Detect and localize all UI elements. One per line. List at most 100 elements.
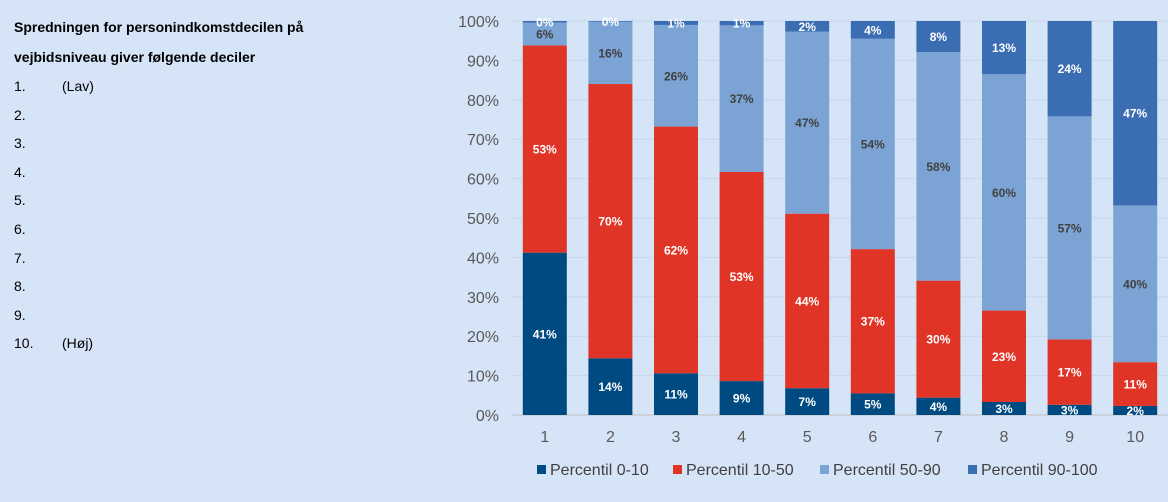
y-tick-label: 10%: [467, 369, 499, 386]
decile-number: 1.: [14, 78, 26, 94]
y-tick-label: 0%: [476, 408, 499, 425]
data-label: 3%: [1061, 403, 1079, 417]
decile-number: 4.: [14, 163, 26, 180]
legend-label: Percentil 10-50: [686, 462, 794, 479]
bar-segment: [785, 31, 830, 214]
bar-segment: [588, 84, 633, 359]
decile-row: 7.: [14, 244, 374, 273]
data-label: 44%: [795, 294, 819, 308]
bar-segment: [522, 21, 567, 23]
data-label: 58%: [926, 160, 950, 174]
bar-segment: [1047, 21, 1092, 117]
bar-segment: [1113, 362, 1158, 406]
decile-row: 5.: [14, 186, 374, 215]
bar-segment: [719, 381, 764, 415]
x-tick-label: 3: [672, 429, 681, 446]
bar-segment: [785, 213, 830, 389]
data-label: 23%: [992, 350, 1016, 364]
bar-segment: [654, 24, 698, 127]
x-tick-label: 1: [540, 429, 549, 446]
data-label: 60%: [992, 186, 1016, 200]
y-tick-label: 30%: [467, 290, 499, 307]
bar-segment: [1113, 405, 1158, 415]
bar-segment: [916, 397, 961, 415]
decile-row: 3.: [14, 129, 374, 158]
bar-segment: [916, 280, 961, 398]
bar-segment: [588, 21, 633, 22]
legend-label: Percentil 50-90: [833, 462, 941, 479]
decile-number: 7.: [14, 249, 26, 266]
y-tick-label: 40%: [467, 250, 499, 267]
decile-number: 6.: [14, 220, 26, 237]
x-tick-label: 7: [934, 429, 943, 446]
data-label: 26%: [664, 69, 688, 83]
bar-segment: [522, 22, 567, 46]
y-tick-label: 100%: [458, 14, 499, 31]
bar-segment: [522, 45, 567, 253]
decile-number: 10.: [14, 335, 34, 352]
x-axis: 1 2 3 4 5 6 7 8 9 10: [540, 429, 1144, 446]
legend-swatch: [537, 465, 546, 474]
bar-segment: [982, 401, 1026, 415]
bar-segment: [719, 171, 764, 382]
decile-row: 4.: [14, 158, 374, 187]
x-tick-label: 8: [1000, 429, 1009, 446]
y-tick-label: 60%: [467, 172, 499, 189]
bar-segment: [654, 21, 698, 25]
data-label: 14%: [598, 380, 622, 394]
data-label: 2%: [799, 20, 817, 34]
decile-row: 10. (Høj): [14, 329, 374, 358]
data-label: 0%: [536, 15, 554, 29]
decile-number: 3.: [14, 135, 26, 152]
y-axis: 0% 10% 20% 30% 40% 50% 60% 70% 80% 90% 100%: [458, 14, 499, 425]
decile-number: 5.: [14, 192, 26, 209]
legend-label: Percentil 90-100: [981, 462, 1098, 479]
bar-segment: [850, 393, 895, 415]
data-label: 11%: [1124, 378, 1148, 392]
bar-segment: [1047, 404, 1092, 415]
bar-segment: [719, 25, 764, 172]
data-label: 62%: [664, 243, 688, 257]
data-label: 53%: [533, 143, 557, 157]
info-panel: Spredningen for personindkomstdecilen på…: [14, 12, 374, 358]
bar-segment: [916, 21, 961, 53]
legend-label: Percentil 0-10: [550, 462, 649, 479]
legend-swatch: [968, 465, 977, 474]
data-label: 16%: [598, 46, 622, 60]
data-label: 54%: [861, 137, 885, 151]
bar-segment: [850, 21, 895, 39]
decile-row: 2.: [14, 101, 374, 130]
data-label: 30%: [926, 333, 950, 347]
x-tick-label: 9: [1065, 429, 1074, 446]
legend-swatch: [820, 465, 829, 474]
data-label: 37%: [861, 315, 885, 329]
bar-segment: [1113, 205, 1158, 363]
data-label: 57%: [1058, 221, 1082, 235]
data-label: 41%: [533, 327, 557, 341]
y-tick-label: 70%: [467, 132, 499, 149]
data-label: 70%: [598, 215, 622, 229]
bar-segment: [654, 373, 698, 415]
x-tick-label: 5: [803, 429, 812, 446]
data-label: 47%: [1123, 107, 1147, 121]
panel-title-line-2: vejbidsniveau giver følgende deciler: [14, 49, 256, 65]
decile-row: 1. (Lav): [14, 72, 374, 101]
data-label: 5%: [864, 398, 882, 412]
y-tick-label: 80%: [467, 93, 499, 110]
bar-segment: [654, 126, 698, 374]
data-label: 2%: [1127, 404, 1145, 418]
data-label: 13%: [992, 41, 1016, 55]
bar-segment: [1113, 21, 1158, 206]
data-label: 3%: [995, 402, 1013, 416]
data-label: 8%: [930, 30, 948, 44]
bar-segment: [982, 310, 1026, 402]
decile-row: 9.: [14, 301, 374, 330]
x-tick-label: 2: [606, 429, 615, 446]
y-tick-label: 20%: [467, 329, 499, 346]
bar-segment: [982, 21, 1026, 75]
data-label: 40%: [1123, 277, 1147, 291]
data-label: 0%: [602, 15, 620, 29]
decile-number: 8.: [14, 278, 26, 295]
decile-list: 1. (Lav) 2. 3. 4. 5. 6. 7. 8. 9. 10. (Høj): [14, 72, 374, 358]
